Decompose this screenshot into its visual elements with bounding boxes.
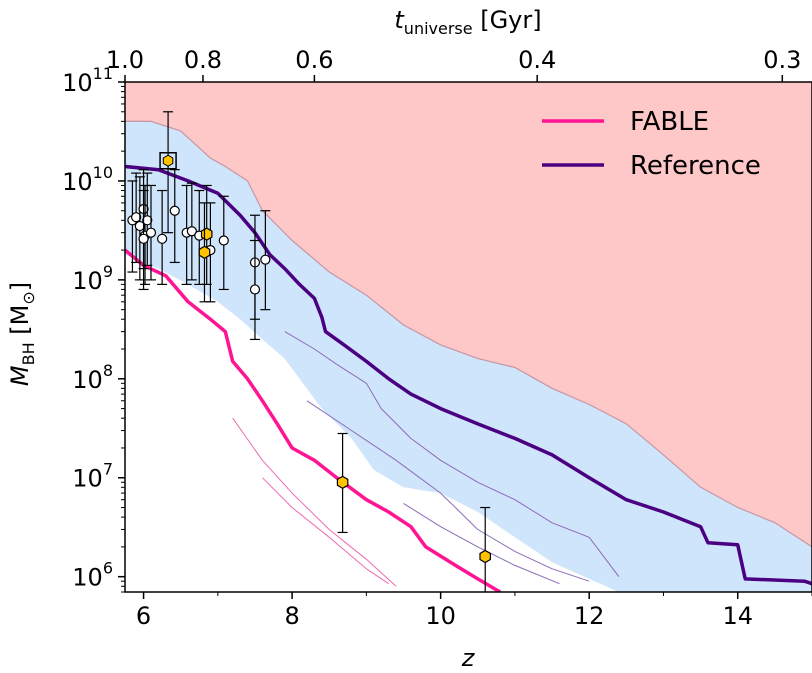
observation-point <box>159 111 177 234</box>
series-line-reference-thin-1 <box>284 331 620 578</box>
legend: FABLE Reference <box>542 107 761 181</box>
top-tick-label: 0.3 <box>763 46 801 74</box>
circle-marker <box>186 226 197 237</box>
series-line-fable-thin-2 <box>262 477 389 585</box>
circle-marker <box>157 233 168 244</box>
observation-point <box>138 189 149 291</box>
circle-marker <box>218 235 229 246</box>
observation-point <box>157 189 168 285</box>
observation-point <box>131 172 142 264</box>
observation-point <box>145 184 157 281</box>
y-axis-title: MBH [M⊙] <box>6 282 38 386</box>
observation-point <box>218 195 229 291</box>
plot-frame <box>124 81 812 593</box>
circle-marker <box>260 254 271 265</box>
x-axis-title: z <box>461 644 476 672</box>
hexagon-marker <box>200 227 213 241</box>
reference-scatter-band <box>125 121 812 592</box>
x-tick-label: 12 <box>574 602 605 630</box>
legend-label-reference: Reference <box>630 151 761 181</box>
observation-point <box>142 172 153 267</box>
series-line-fable <box>125 248 501 592</box>
legend-label-fable: FABLE <box>630 107 709 137</box>
y-axis-ticks: 106 107 108 109 1010 1011 <box>62 64 125 593</box>
x-tick-label: 6 <box>136 602 151 630</box>
observation-point <box>479 506 491 592</box>
top-tick-label: 1.0 <box>106 46 144 74</box>
square-marker <box>159 151 177 170</box>
observation-point <box>134 176 145 281</box>
y-tick-label: 1011 <box>62 64 113 97</box>
y-tick-label: 109 <box>72 262 113 295</box>
observation-point <box>198 202 211 303</box>
y-tick-label: 1010 <box>62 163 113 196</box>
series-line-reference <box>125 164 812 586</box>
circle-marker <box>131 212 142 223</box>
top-tick-label: 0.6 <box>295 46 333 74</box>
y-tick-label: 107 <box>72 460 113 493</box>
x-tick-label: 10 <box>425 602 456 630</box>
circle-marker <box>134 220 145 232</box>
top-tick-label: 0.8 <box>184 46 222 74</box>
y-tick-label: 106 <box>72 559 113 592</box>
top-tick-label: 0.4 <box>518 46 556 74</box>
series-line-reference-thin-2 <box>306 400 590 582</box>
hexagon-marker <box>479 549 491 564</box>
observation-point <box>249 239 261 341</box>
hexagon-marker <box>198 245 211 259</box>
observations-layer <box>127 111 491 592</box>
circle-marker <box>138 233 149 244</box>
x-axis-ticks: 6 8 10 12 14 <box>136 592 812 630</box>
top-axis-ticks: 1.0 0.8 0.6 0.4 0.3 <box>106 46 801 82</box>
reference-band-upper-edge <box>125 120 812 548</box>
y-tick-label: 108 <box>72 361 113 394</box>
observation-point <box>336 432 349 534</box>
excluded-region <box>125 82 812 547</box>
observation-point <box>186 182 197 281</box>
hexagon-marker <box>336 475 349 489</box>
x-tick-label: 14 <box>722 602 753 630</box>
observation-point <box>260 210 271 311</box>
circle-marker <box>145 227 157 238</box>
series-layer <box>125 164 812 592</box>
plot-area <box>125 82 812 592</box>
hexagon-marker <box>162 154 174 167</box>
observation-point <box>169 169 180 264</box>
circle-marker <box>249 284 261 295</box>
series-line-fable-thin-1 <box>232 417 397 587</box>
x-tick-label: 8 <box>284 602 299 630</box>
top-axis-title: tuniverse [Gyr] <box>394 6 541 38</box>
series-line-reference-thin-3 <box>403 502 560 585</box>
circle-marker <box>169 205 180 216</box>
circle-marker <box>142 215 153 226</box>
